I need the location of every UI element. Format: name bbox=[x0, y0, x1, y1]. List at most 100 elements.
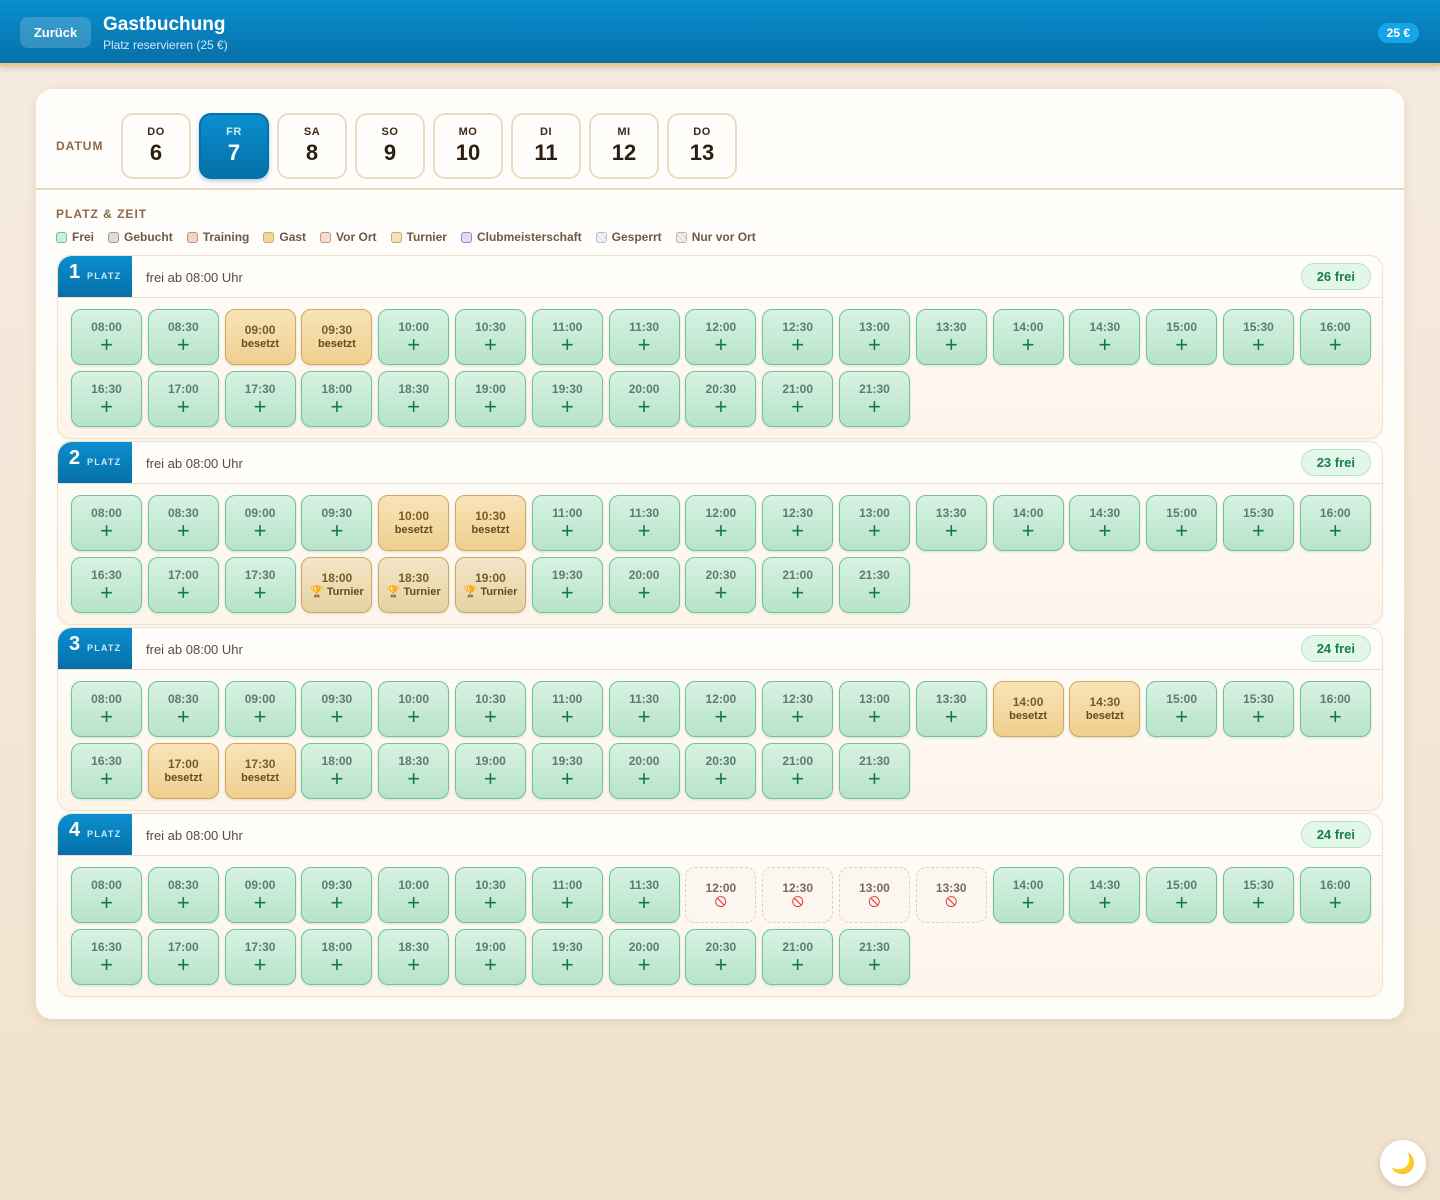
time-slot-free[interactable]: 18:00 + bbox=[301, 371, 373, 427]
date-chip[interactable]: DI 11 bbox=[511, 113, 581, 179]
time-slot-free[interactable]: 08:30 + bbox=[147, 309, 219, 365]
time-slot-free[interactable]: 16:00 + bbox=[1299, 867, 1371, 923]
time-slot-free[interactable]: 21:00 + bbox=[762, 929, 834, 985]
time-slot-free[interactable]: 17:30 + bbox=[224, 371, 296, 427]
time-slot-free[interactable]: 18:30 + bbox=[378, 371, 450, 427]
time-slot-free[interactable]: 08:00 + bbox=[71, 867, 142, 923]
time-slot-free[interactable]: 09:00 + bbox=[224, 867, 296, 923]
time-slot-free[interactable]: 08:30 + bbox=[147, 681, 219, 737]
time-slot-free[interactable]: 14:00 + bbox=[992, 495, 1064, 551]
time-slot-free[interactable]: 19:30 + bbox=[531, 557, 603, 613]
time-slot-free[interactable]: 21:00 + bbox=[762, 557, 834, 613]
time-slot-free[interactable]: 16:00 + bbox=[1299, 681, 1371, 737]
time-slot-free[interactable]: 11:00 + bbox=[531, 867, 603, 923]
time-slot-free[interactable]: 13:00 + bbox=[838, 495, 910, 551]
time-slot-free[interactable]: 19:30 + bbox=[531, 371, 603, 427]
time-slot-free[interactable]: 15:30 + bbox=[1222, 867, 1294, 923]
time-slot-free[interactable]: 20:30 + bbox=[685, 743, 757, 799]
time-slot-free[interactable]: 09:30 + bbox=[301, 681, 373, 737]
time-slot-free[interactable]: 11:30 + bbox=[608, 681, 680, 737]
time-slot-free[interactable]: 16:30 + bbox=[71, 371, 142, 427]
time-slot-free[interactable]: 09:30 + bbox=[301, 495, 373, 551]
time-slot-free[interactable]: 20:00 + bbox=[608, 371, 680, 427]
time-slot-free[interactable]: 09:30 + bbox=[301, 867, 373, 923]
time-slot-free[interactable]: 12:30 + bbox=[762, 495, 834, 551]
time-slot-free[interactable]: 20:30 + bbox=[685, 557, 757, 613]
time-slot-free[interactable]: 20:00 + bbox=[608, 929, 680, 985]
time-slot-free[interactable]: 14:30 + bbox=[1069, 495, 1141, 551]
time-slot-free[interactable]: 18:00 + bbox=[301, 929, 373, 985]
time-slot-free[interactable]: 15:00 + bbox=[1146, 681, 1218, 737]
theme-toggle-button[interactable]: 🌙 bbox=[1380, 1140, 1426, 1186]
time-slot-free[interactable]: 13:00 + bbox=[838, 681, 910, 737]
time-slot-free[interactable]: 20:30 + bbox=[685, 929, 757, 985]
date-chip[interactable]: FR 7 bbox=[199, 113, 269, 179]
time-slot-free[interactable]: 15:30 + bbox=[1222, 309, 1294, 365]
time-slot-free[interactable]: 19:00 + bbox=[454, 371, 526, 427]
time-slot-free[interactable]: 12:30 + bbox=[762, 681, 834, 737]
time-slot-free[interactable]: 21:30 + bbox=[838, 557, 910, 613]
time-slot-free[interactable]: 10:30 + bbox=[454, 867, 526, 923]
time-slot-free[interactable]: 16:30 + bbox=[71, 743, 142, 799]
time-slot-free[interactable]: 15:30 + bbox=[1222, 495, 1294, 551]
time-slot-free[interactable]: 20:30 + bbox=[685, 371, 757, 427]
time-slot-free[interactable]: 16:00 + bbox=[1299, 495, 1371, 551]
time-slot-free[interactable]: 14:00 + bbox=[992, 867, 1064, 923]
date-chip[interactable]: MO 10 bbox=[433, 113, 503, 179]
time-slot-free[interactable]: 08:30 + bbox=[147, 495, 219, 551]
date-chip[interactable]: DO 6 bbox=[121, 113, 191, 179]
time-slot-free[interactable]: 11:30 + bbox=[608, 309, 680, 365]
time-slot-free[interactable]: 21:30 + bbox=[838, 743, 910, 799]
date-chip[interactable]: SA 8 bbox=[277, 113, 347, 179]
time-slot-free[interactable]: 19:30 + bbox=[531, 743, 603, 799]
time-slot-free[interactable]: 18:30 + bbox=[378, 743, 450, 799]
time-slot-free[interactable]: 10:00 + bbox=[378, 867, 450, 923]
time-slot-free[interactable]: 16:30 + bbox=[71, 557, 142, 613]
time-slot-free[interactable]: 20:00 + bbox=[608, 557, 680, 613]
time-slot-free[interactable]: 15:00 + bbox=[1146, 867, 1218, 923]
time-slot-free[interactable]: 09:00 + bbox=[224, 681, 296, 737]
time-slot-free[interactable]: 21:30 + bbox=[838, 371, 910, 427]
time-slot-free[interactable]: 17:00 + bbox=[147, 371, 219, 427]
time-slot-free[interactable]: 13:00 + bbox=[838, 309, 910, 365]
time-slot-free[interactable]: 21:00 + bbox=[762, 371, 834, 427]
time-slot-free[interactable]: 10:30 + bbox=[454, 681, 526, 737]
time-slot-free[interactable]: 18:00 + bbox=[301, 743, 373, 799]
time-slot-free[interactable]: 16:30 + bbox=[71, 929, 142, 985]
time-slot-free[interactable]: 19:00 + bbox=[454, 929, 526, 985]
date-chip[interactable]: SO 9 bbox=[355, 113, 425, 179]
time-slot-free[interactable]: 11:00 + bbox=[531, 495, 603, 551]
time-slot-free[interactable]: 11:30 + bbox=[608, 495, 680, 551]
time-slot-free[interactable]: 17:00 + bbox=[147, 929, 219, 985]
time-slot-free[interactable]: 12:00 + bbox=[685, 309, 757, 365]
time-slot-free[interactable]: 14:30 + bbox=[1069, 309, 1141, 365]
time-slot-free[interactable]: 15:00 + bbox=[1146, 309, 1218, 365]
time-slot-free[interactable]: 12:30 + bbox=[762, 309, 834, 365]
date-chip[interactable]: DO 13 bbox=[667, 113, 737, 179]
time-slot-free[interactable]: 10:00 + bbox=[378, 681, 450, 737]
date-chip[interactable]: MI 12 bbox=[589, 113, 659, 179]
time-slot-free[interactable]: 19:30 + bbox=[531, 929, 603, 985]
time-slot-free[interactable]: 11:00 + bbox=[531, 309, 603, 365]
time-slot-free[interactable]: 17:00 + bbox=[147, 557, 219, 613]
time-slot-free[interactable]: 13:30 + bbox=[915, 495, 987, 551]
time-slot-free[interactable]: 16:00 + bbox=[1299, 309, 1371, 365]
time-slot-free[interactable]: 21:30 + bbox=[838, 929, 910, 985]
time-slot-free[interactable]: 19:00 + bbox=[454, 743, 526, 799]
time-slot-free[interactable]: 11:00 + bbox=[531, 681, 603, 737]
time-slot-free[interactable]: 13:30 + bbox=[915, 309, 987, 365]
time-slot-free[interactable]: 14:00 + bbox=[992, 309, 1064, 365]
time-slot-free[interactable]: 14:30 + bbox=[1069, 867, 1141, 923]
time-slot-free[interactable]: 08:30 + bbox=[147, 867, 219, 923]
time-slot-free[interactable]: 09:00 + bbox=[224, 495, 296, 551]
time-slot-free[interactable]: 12:00 + bbox=[685, 495, 757, 551]
time-slot-free[interactable]: 10:00 + bbox=[378, 309, 450, 365]
time-slot-free[interactable]: 20:00 + bbox=[608, 743, 680, 799]
time-slot-free[interactable]: 18:30 + bbox=[378, 929, 450, 985]
back-button[interactable]: Zurück bbox=[20, 17, 91, 48]
time-slot-free[interactable]: 08:00 + bbox=[71, 309, 142, 365]
time-slot-free[interactable]: 12:00 + bbox=[685, 681, 757, 737]
time-slot-free[interactable]: 13:30 + bbox=[915, 681, 987, 737]
time-slot-free[interactable]: 21:00 + bbox=[762, 743, 834, 799]
time-slot-free[interactable]: 10:30 + bbox=[454, 309, 526, 365]
